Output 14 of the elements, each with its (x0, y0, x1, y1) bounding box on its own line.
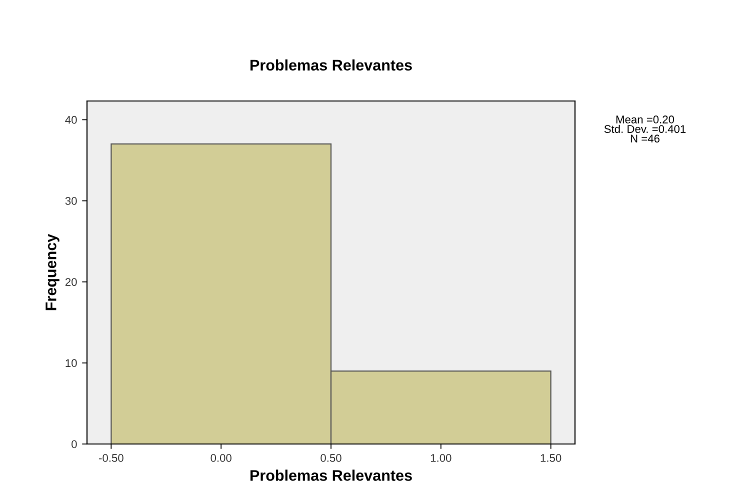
x-axis-title: Problemas Relevantes (250, 470, 412, 481)
x-tick-label: 1.50 (540, 454, 562, 462)
x-tick-label: 1.00 (430, 454, 452, 462)
x-tick-label: 0.00 (210, 454, 232, 462)
text: Mean =0.20 Std. Dev. =0.401 N =46 (604, 116, 686, 143)
y-tick-label: 10 (66, 359, 77, 368)
x-tick-label: -0.50 (99, 454, 124, 462)
y-tick-label: 0 (72, 440, 77, 448)
y-tick-label: 20 (65, 278, 77, 286)
y-tick-label: 30 (65, 197, 77, 205)
x-tick-label: 0.50 (320, 454, 342, 462)
y-tick-label: 40 (65, 116, 77, 124)
chart-title: Problemas Relevantes (250, 59, 412, 71)
y-axis-title: Frequency (46, 234, 60, 310)
